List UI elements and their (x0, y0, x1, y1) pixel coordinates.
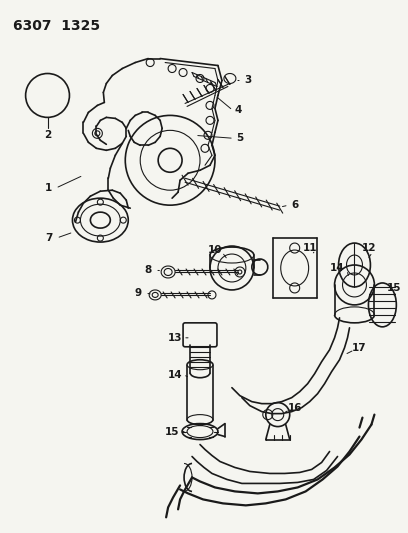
Text: 11: 11 (302, 243, 317, 253)
Text: 14: 14 (168, 370, 182, 379)
Text: 5: 5 (236, 133, 244, 143)
Text: 14: 14 (330, 263, 345, 273)
Text: 12: 12 (362, 243, 377, 253)
Text: 15: 15 (387, 283, 401, 293)
Text: 8: 8 (144, 265, 152, 275)
Text: 6: 6 (291, 200, 298, 210)
Text: 2: 2 (44, 131, 51, 140)
Text: 13: 13 (168, 333, 182, 343)
Text: 9: 9 (135, 288, 142, 298)
Text: 7: 7 (45, 233, 52, 243)
Text: 15: 15 (165, 426, 180, 437)
Text: 3: 3 (244, 76, 251, 85)
Text: 10: 10 (208, 245, 222, 255)
Text: 16: 16 (288, 402, 302, 413)
Text: 6307  1325: 6307 1325 (13, 19, 100, 33)
Text: 4: 4 (234, 106, 242, 116)
Text: 17: 17 (352, 343, 367, 353)
Text: 1: 1 (45, 183, 52, 193)
